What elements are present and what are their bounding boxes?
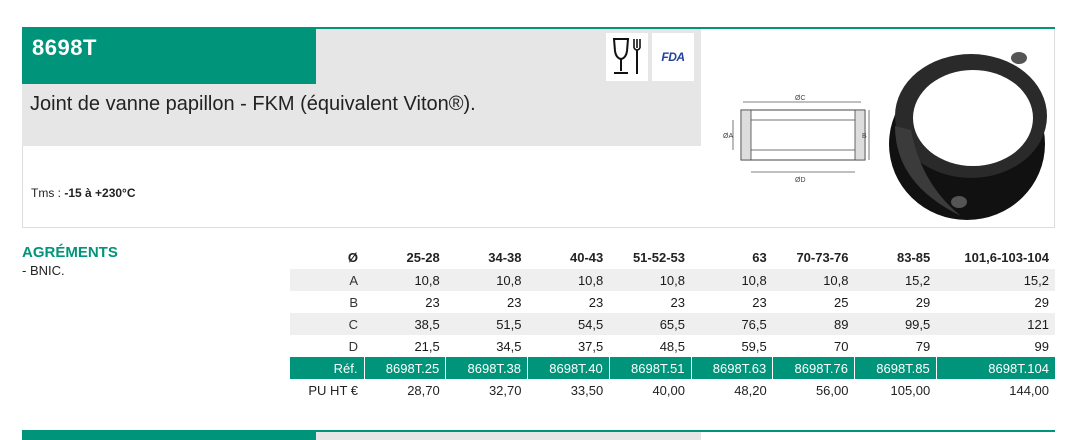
reference-cell: 8698T.104 bbox=[936, 357, 1055, 379]
price-cell: 105,00 bbox=[890, 382, 931, 398]
reference-label: Réf. bbox=[290, 357, 365, 379]
tms-label: Tms : bbox=[31, 186, 65, 200]
row-label: A bbox=[290, 269, 364, 291]
product-code: 8698T bbox=[32, 35, 97, 60]
table-cell: 29 bbox=[1034, 294, 1049, 310]
reference-cell: 8698T.76 bbox=[772, 357, 855, 379]
table-cell: 38,5 bbox=[364, 313, 446, 335]
column-header: 63 bbox=[752, 249, 767, 265]
title-band: Joint de vanne papillon - FKM (équivalen… bbox=[22, 84, 701, 146]
table-cell: 79 bbox=[915, 338, 931, 354]
table-cell: 54,5 bbox=[527, 313, 610, 335]
reference-cell: 8698T.38 bbox=[445, 357, 528, 379]
next-card-top-rule bbox=[22, 430, 1055, 432]
column-header: 40-43 bbox=[570, 249, 604, 265]
table-cell: 89 bbox=[772, 313, 855, 335]
column-header: 83-85 bbox=[897, 249, 931, 265]
food-contact-icon bbox=[606, 33, 648, 81]
reference-cell: 8698T.85 bbox=[854, 357, 937, 379]
fda-icon: FDA bbox=[652, 33, 694, 81]
price-cell: 28,70 bbox=[407, 382, 440, 398]
table-cell: 25 bbox=[834, 294, 849, 310]
column-header: 34-38 bbox=[488, 249, 522, 265]
table-cell: 51,5 bbox=[445, 313, 528, 335]
product-code-tag: 8698T bbox=[22, 29, 316, 84]
table-row: B 23 23 23 23 23 25 29 29 bbox=[290, 291, 1055, 313]
agrements-heading: AGRÉMENTS bbox=[22, 244, 118, 261]
seal-ring-photo bbox=[889, 52, 1047, 220]
table-cell: 10,8 bbox=[364, 269, 446, 291]
table-cell: 10,8 bbox=[772, 269, 855, 291]
table-cell: 76,5 bbox=[691, 313, 773, 335]
table-cell: 37,5 bbox=[577, 338, 604, 354]
table-cell: 23 bbox=[752, 294, 767, 310]
table-cell: 10,8 bbox=[609, 269, 691, 291]
table-cell: 23 bbox=[507, 294, 522, 310]
product-title: Joint de vanne papillon - FKM (équivalen… bbox=[30, 93, 476, 115]
table-header-row: Ø 25-28 34-38 40-43 51-52-53 63 70-73-76… bbox=[290, 245, 1055, 269]
reference-cell: 8698T.25 bbox=[364, 357, 447, 379]
table-cell: 70 bbox=[834, 338, 849, 354]
price-cell: 32,70 bbox=[488, 382, 522, 398]
fda-label: FDA bbox=[661, 50, 685, 64]
table-cell: 48,5 bbox=[659, 338, 685, 354]
column-header: 101,6-103-104 bbox=[964, 249, 1049, 265]
table-cell: 65,5 bbox=[609, 313, 691, 335]
table-cell: 23 bbox=[670, 294, 685, 310]
price-cell: 33,50 bbox=[570, 382, 604, 398]
dimensions-table: Ø 25-28 34-38 40-43 51-52-53 63 70-73-76… bbox=[290, 245, 1055, 401]
table-row: D 21,5 34,5 37,5 48,5 59,5 70 79 99 bbox=[290, 335, 1055, 357]
dimension-drawing: ØC ØA B ØD bbox=[723, 95, 870, 184]
table-cell: 21,5 bbox=[414, 338, 440, 354]
temperature-spec: Tms : -15 à +230°C bbox=[31, 186, 136, 200]
product-visual-panel: ØC ØA B ØD bbox=[701, 29, 1055, 228]
reference-row: Réf. 8698T.25 8698T.38 8698T.40 8698T.51… bbox=[290, 357, 1055, 379]
table-cell: 59,5 bbox=[741, 338, 767, 354]
drawing-label-a: ØA bbox=[723, 133, 733, 140]
column-header: 25-28 bbox=[406, 249, 440, 265]
table-cell: 34,5 bbox=[496, 338, 522, 354]
reference-cell: 8698T.51 bbox=[609, 357, 692, 379]
agrements-item: - BNIC. bbox=[22, 263, 65, 278]
drawing-label-d: ØD bbox=[795, 177, 806, 184]
reference-cell: 8698T.40 bbox=[527, 357, 610, 379]
table-cell: 10,8 bbox=[527, 269, 610, 291]
drawing-label-b: B bbox=[862, 133, 867, 140]
price-cell: 56,00 bbox=[815, 382, 849, 398]
diameter-header: Ø bbox=[347, 249, 358, 265]
row-label: C bbox=[290, 313, 364, 335]
row-label: B bbox=[349, 294, 358, 310]
table-cell: 10,8 bbox=[691, 269, 773, 291]
price-row: PU HT € 28,70 32,70 33,50 40,00 48,20 56… bbox=[290, 379, 1055, 401]
reference-cell: 8698T.63 bbox=[691, 357, 774, 379]
table-cell: 15,2 bbox=[854, 269, 937, 291]
column-header: 51-52-53 bbox=[632, 249, 685, 265]
table-cell: 23 bbox=[588, 294, 604, 310]
table-cell: 121 bbox=[936, 313, 1055, 335]
table-cell: 23 bbox=[425, 294, 440, 310]
row-label: D bbox=[348, 338, 358, 354]
price-label: PU HT € bbox=[308, 382, 358, 398]
table-cell: 99,5 bbox=[854, 313, 937, 335]
temperature-band: Tms : -15 à +230°C bbox=[22, 146, 701, 228]
table-cell: 15,2 bbox=[936, 269, 1055, 291]
price-cell: 144,00 bbox=[1009, 382, 1049, 398]
table-row: C 38,5 51,5 54,5 65,5 76,5 89 99,5 121 bbox=[290, 313, 1055, 335]
tms-value: -15 à +230°C bbox=[64, 186, 136, 200]
table-cell: 10,8 bbox=[445, 269, 528, 291]
card-top-rule bbox=[22, 27, 1055, 29]
column-header: 70-73-76 bbox=[796, 249, 849, 265]
price-cell: 48,20 bbox=[734, 382, 767, 398]
drawing-label-c: ØC bbox=[795, 95, 806, 102]
price-cell: 40,00 bbox=[652, 382, 685, 398]
table-row: A 10,8 10,8 10,8 10,8 10,8 10,8 15,2 15,… bbox=[290, 269, 1055, 291]
table-cell: 99 bbox=[1034, 338, 1049, 354]
next-card-band bbox=[316, 432, 701, 440]
table-cell: 29 bbox=[915, 294, 931, 310]
next-card-tag bbox=[22, 432, 316, 440]
